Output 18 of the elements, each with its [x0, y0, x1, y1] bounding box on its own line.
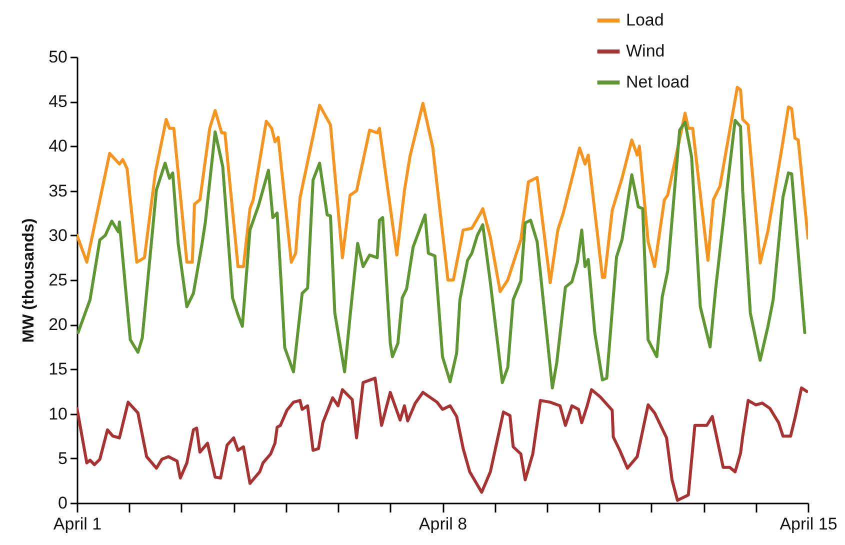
- y-tick-label: 35: [48, 181, 68, 200]
- y-tick-label: 0: [58, 494, 68, 512]
- legend-label: Load: [626, 10, 664, 30]
- legend-label: Net load: [626, 72, 690, 92]
- y-tick-label: 15: [48, 360, 68, 379]
- x-tick-label: April 8: [418, 514, 468, 534]
- legend-label: Wind: [626, 42, 665, 60]
- y-tick-label: 5: [58, 448, 68, 468]
- x-tick-label: April 15: [780, 514, 838, 534]
- y-tick-label: 50: [48, 48, 68, 66]
- y-tick-label: 20: [48, 315, 68, 334]
- y-tick-label: 10: [48, 404, 68, 424]
- y-tick-label: 25: [48, 270, 68, 290]
- y-axis-title: MW (thousands): [20, 218, 38, 343]
- y-tick-label: 45: [48, 92, 68, 112]
- x-tick-label: April 1: [53, 514, 102, 534]
- y-tick-label: 40: [48, 136, 68, 156]
- y-tick-label: 30: [48, 226, 68, 245]
